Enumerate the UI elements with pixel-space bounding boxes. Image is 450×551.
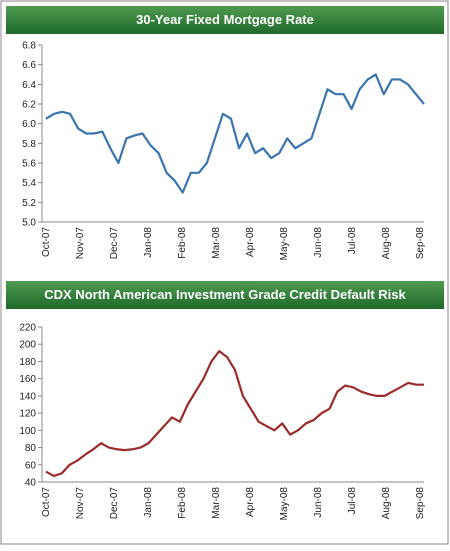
x-tick-label: Oct-07 [41, 487, 52, 517]
title-bar [6, 281, 444, 309]
y-tick-label: 180 [19, 357, 36, 368]
x-tick-label: Mar-08 [211, 227, 222, 259]
y-tick-label: 5.4 [22, 178, 36, 189]
y-tick-label: 140 [19, 391, 36, 402]
y-tick-label: 5.8 [22, 139, 36, 150]
x-tick-label: Sep-08 [415, 487, 426, 520]
x-tick-label: Aug-08 [381, 227, 392, 260]
x-tick-label: Feb-08 [177, 227, 188, 259]
y-tick-label: 100 [19, 426, 36, 437]
data-line [45, 73, 425, 194]
y-tick-label: 6.8 [22, 41, 36, 52]
x-tick-label: Sep-08 [415, 227, 426, 260]
y-tick-label: 60 [25, 460, 37, 471]
x-tick-label: Jul-08 [347, 227, 358, 255]
y-tick-label: 6.6 [22, 60, 36, 71]
x-tick-label: Jun-08 [313, 487, 324, 518]
x-tick-label: Apr-08 [245, 227, 256, 257]
x-tick-label: Dec-07 [109, 227, 120, 260]
x-tick-label: Apr-08 [245, 487, 256, 517]
x-tick-label: May-08 [279, 227, 290, 261]
data-line [45, 350, 424, 478]
x-tick-label: Aug-08 [381, 487, 392, 520]
y-tick-label: 6.0 [22, 119, 36, 130]
title-bar [6, 6, 444, 34]
x-tick-label: Nov-07 [75, 227, 86, 260]
x-tick-label: Jun-08 [313, 227, 324, 258]
x-tick-label: Feb-08 [177, 487, 188, 519]
y-tick-label: 160 [19, 374, 36, 385]
chart-title: CDX North American Investment Grade Cred… [44, 287, 406, 302]
y-tick-label: 5.0 [22, 218, 36, 229]
chart-title: 30-Year Fixed Mortgage Rate [136, 12, 314, 27]
y-tick-label: 120 [19, 409, 36, 420]
y-tick-label: 200 [19, 340, 36, 351]
y-tick-label: 6.2 [22, 100, 36, 111]
x-tick-label: Jul-08 [347, 487, 358, 515]
y-tick-label: 220 [19, 323, 36, 334]
x-tick-label: Jan-08 [143, 227, 154, 258]
y-tick-label: 5.6 [22, 159, 36, 170]
x-tick-label: Nov-07 [75, 487, 86, 520]
y-tick-label: 80 [25, 443, 37, 454]
x-tick-label: Dec-07 [109, 487, 120, 520]
y-tick-label: 40 [25, 478, 37, 489]
x-tick-label: May-08 [279, 487, 290, 521]
y-tick-label: 6.4 [22, 80, 36, 91]
y-tick-label: 5.2 [22, 198, 36, 209]
x-tick-label: Oct-07 [41, 227, 52, 257]
x-tick-label: Jan-08 [143, 487, 154, 518]
x-tick-label: Mar-08 [211, 487, 222, 519]
